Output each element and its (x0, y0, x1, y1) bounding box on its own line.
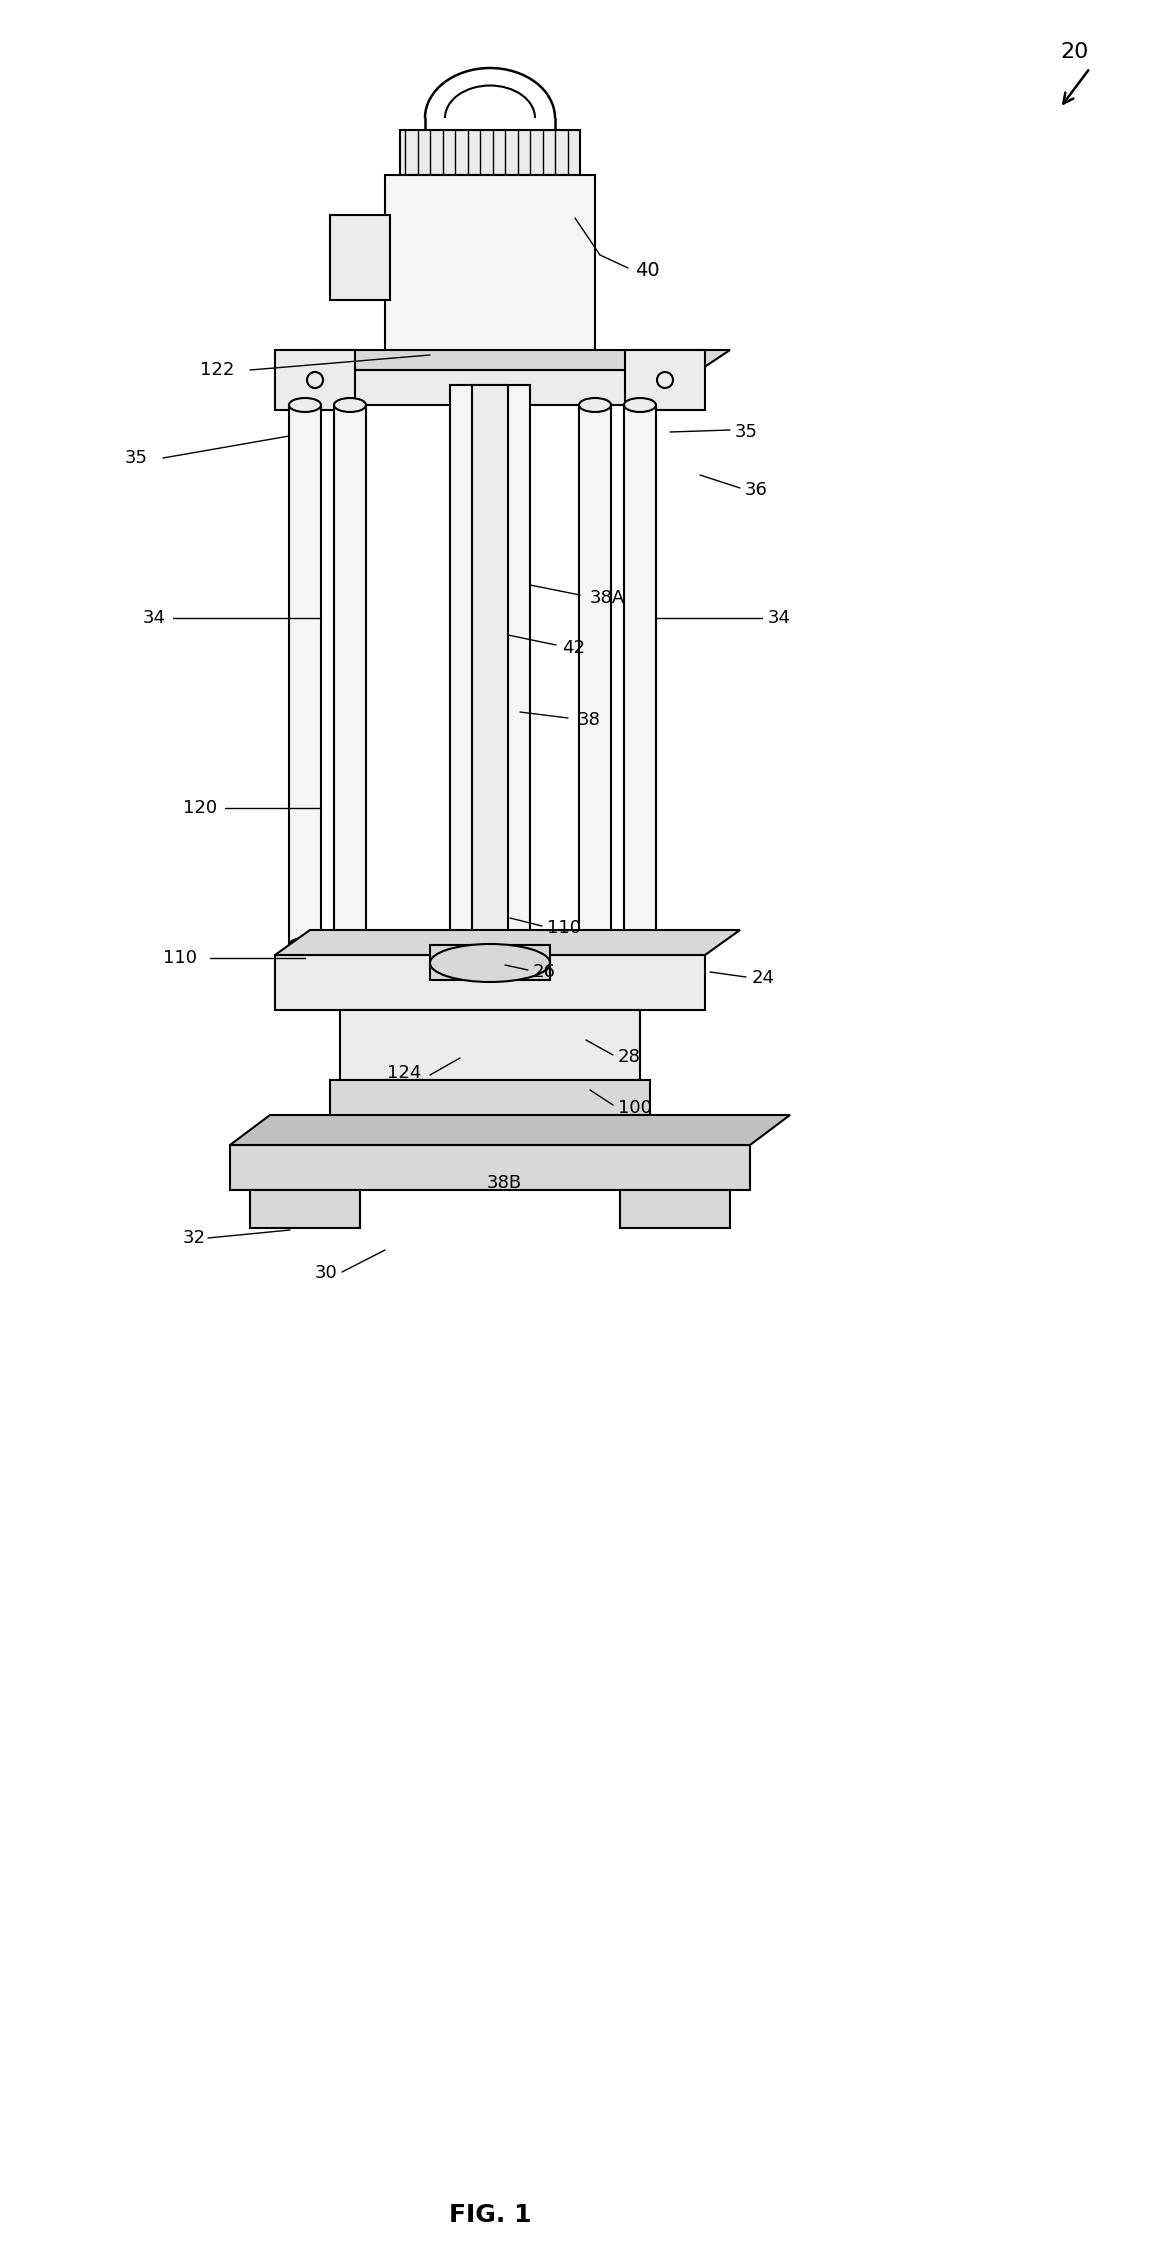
Bar (579, 406, 611, 944)
Text: 30: 30 (315, 1264, 338, 1282)
Text: 38A: 38A (590, 590, 625, 608)
Bar (431, 944, 550, 980)
Text: 38: 38 (578, 711, 601, 729)
Bar (250, 1191, 360, 1229)
Text: 24: 24 (752, 969, 775, 986)
Text: 120: 120 (183, 798, 218, 816)
Text: 20: 20 (1060, 43, 1088, 63)
Text: 42: 42 (562, 639, 585, 657)
Ellipse shape (624, 937, 656, 953)
Polygon shape (280, 350, 730, 370)
Bar (620, 1191, 730, 1229)
Text: 110: 110 (163, 948, 197, 966)
Ellipse shape (579, 399, 611, 413)
Text: 26: 26 (534, 964, 556, 982)
Bar (472, 386, 508, 1016)
Text: 32: 32 (183, 1229, 206, 1247)
Text: 124: 124 (387, 1065, 421, 1083)
Ellipse shape (333, 937, 366, 953)
Bar (275, 350, 355, 410)
Bar (275, 955, 706, 1009)
Text: 34: 34 (768, 610, 791, 628)
Text: 34: 34 (143, 610, 166, 628)
Bar (400, 130, 580, 175)
Text: 100: 100 (618, 1099, 652, 1117)
Polygon shape (230, 1114, 790, 1146)
Bar (385, 175, 596, 365)
Ellipse shape (289, 399, 321, 413)
Bar (440, 365, 541, 390)
Text: 110: 110 (548, 919, 581, 937)
Ellipse shape (289, 937, 321, 953)
Bar (450, 386, 530, 984)
Bar (230, 1146, 750, 1191)
Text: 28: 28 (618, 1047, 641, 1065)
Ellipse shape (431, 944, 550, 982)
Ellipse shape (579, 937, 611, 953)
Text: FIG. 1: FIG. 1 (449, 2204, 531, 2226)
Text: 122: 122 (200, 361, 234, 379)
Bar (330, 1081, 651, 1134)
Bar (625, 350, 706, 410)
Text: 38B: 38B (487, 1175, 522, 1193)
Text: 35: 35 (735, 424, 758, 442)
Ellipse shape (624, 399, 656, 413)
Polygon shape (275, 930, 739, 955)
Bar (330, 215, 390, 300)
Bar (340, 1009, 640, 1081)
Bar (280, 370, 700, 406)
Ellipse shape (333, 399, 366, 413)
Text: 40: 40 (635, 260, 660, 280)
Bar (333, 406, 366, 944)
Text: 36: 36 (745, 482, 768, 500)
Bar (289, 406, 321, 944)
Text: 35: 35 (125, 448, 147, 466)
Bar (624, 406, 656, 944)
